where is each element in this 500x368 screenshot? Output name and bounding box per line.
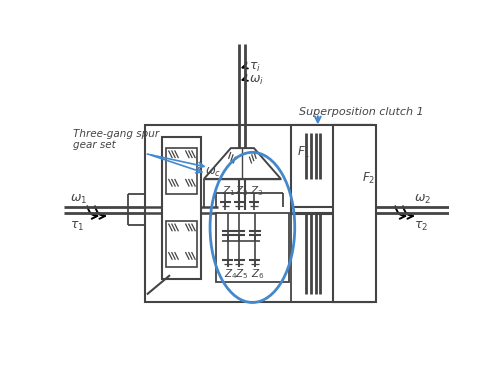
Bar [162,137,201,279]
Text: $Z_2$: $Z_2$ [236,184,248,198]
Text: Three-gang spur
gear set: Three-gang spur gear set [73,129,159,151]
Text: $Z_1$: $Z_1$ [222,184,235,198]
Bar [144,125,372,302]
Text: $\tau_2$: $\tau_2$ [414,220,428,233]
Text: Superposition clutch 1: Superposition clutch 1 [298,107,423,117]
Bar [166,148,197,194]
Text: $\tau_1$: $\tau_1$ [70,220,84,233]
Text: $F_2$: $F_2$ [362,171,375,187]
Bar [216,213,290,282]
Bar [291,125,372,213]
Text: $Z_3$: $Z_3$ [250,184,264,198]
Text: $\omega_1$: $\omega_1$ [70,193,87,206]
Text: $\omega_2$: $\omega_2$ [414,193,431,206]
Bar [333,125,376,302]
Text: $Z_4$: $Z_4$ [224,267,237,280]
FancyArrowPatch shape [88,206,98,219]
Text: $\tau_i$: $\tau_i$ [248,61,260,74]
FancyArrowPatch shape [95,206,105,219]
FancyArrowPatch shape [396,206,406,219]
Text: $\omega_i$: $\omega_i$ [248,74,264,86]
FancyArrowPatch shape [242,75,248,81]
Text: $Z_5$: $Z_5$ [236,267,248,280]
Bar [166,221,197,268]
Text: $F_1$: $F_1$ [297,144,310,159]
Text: $\omega_c$: $\omega_c$ [204,166,221,179]
FancyArrowPatch shape [242,62,248,68]
Text: $Z_6$: $Z_6$ [251,267,264,280]
FancyArrowPatch shape [403,206,413,219]
FancyArrowPatch shape [206,174,212,180]
